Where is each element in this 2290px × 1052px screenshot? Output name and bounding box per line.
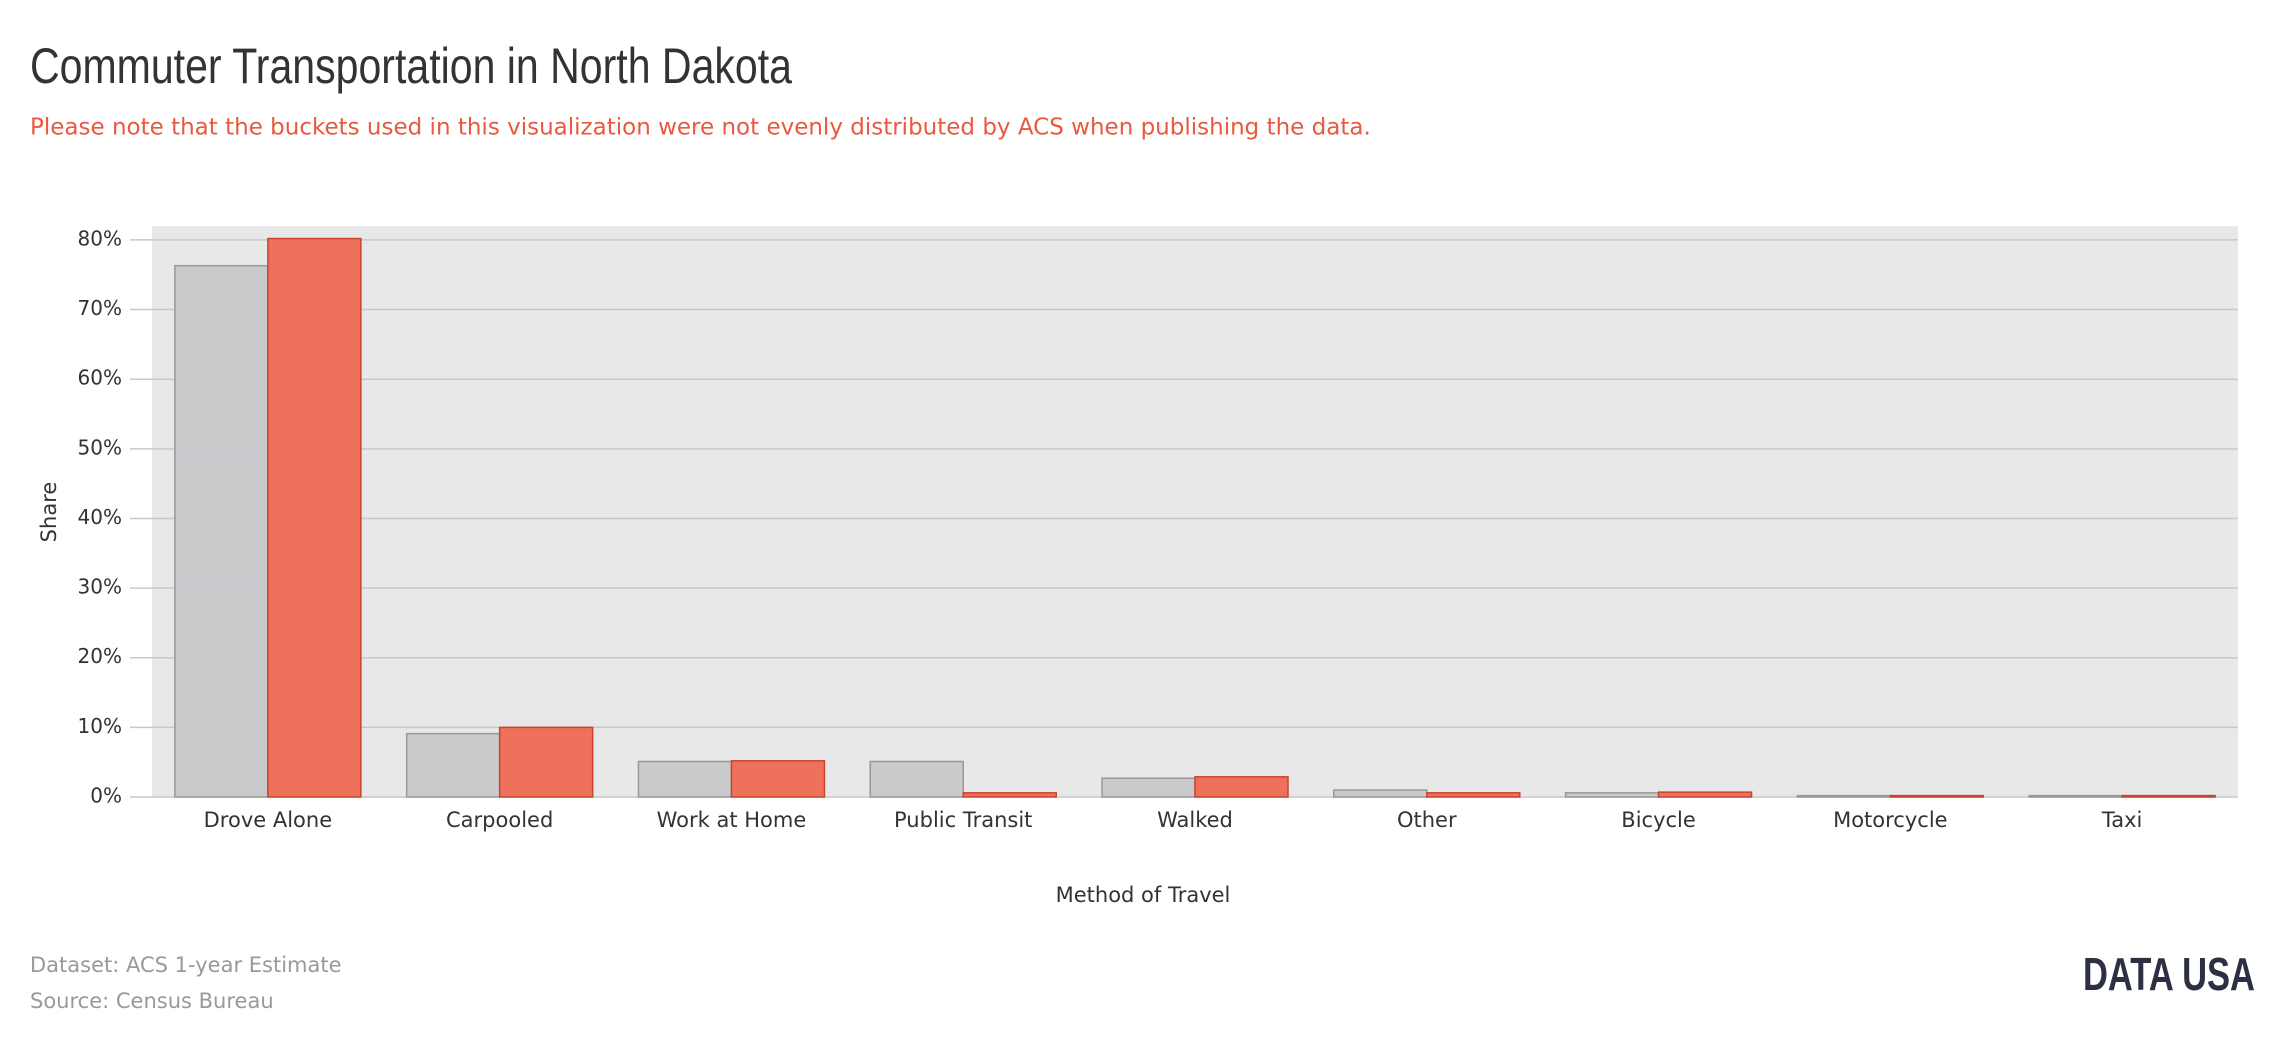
bar xyxy=(1333,789,1428,798)
x-tick-label: Bicycle xyxy=(1621,808,1696,832)
bar xyxy=(1564,792,1660,798)
logo: DATA USA xyxy=(2083,948,2255,1000)
bar xyxy=(405,732,501,798)
x-tick-label: Public Transit xyxy=(894,808,1032,832)
bar xyxy=(1796,794,1892,798)
bar xyxy=(1426,792,1521,798)
y-tick-label: 0% xyxy=(90,784,122,808)
y-axis-title: Share xyxy=(37,482,61,543)
bar xyxy=(2028,794,2123,798)
y-tick-label: 70% xyxy=(78,296,122,320)
y-tick-label: 50% xyxy=(78,435,122,459)
x-tick-label: Motorcycle xyxy=(1833,808,1948,832)
bar xyxy=(2121,794,2216,798)
bar xyxy=(1657,791,1753,798)
bar xyxy=(1889,794,1985,798)
plot: 0% 10% 20% 30% 40% 50% 60% 70% 80% Drove Alone Car… xyxy=(78,226,2238,832)
x-tick-label: Drove Alone xyxy=(204,808,333,832)
x-tick-label: Walked xyxy=(1157,808,1233,832)
bar xyxy=(1194,776,1289,798)
y-tick-label: 80% xyxy=(78,226,122,250)
bar xyxy=(962,792,1057,798)
chart-title: Commuter Transportation in North Dakota xyxy=(30,38,792,94)
x-tick-label: Carpooled xyxy=(446,808,553,832)
y-tick-label: 20% xyxy=(78,644,122,668)
bar xyxy=(637,760,733,798)
bar xyxy=(1101,777,1196,798)
y-tick-label: 60% xyxy=(78,366,122,390)
y-tick-label: 10% xyxy=(78,714,122,738)
x-axis-title: Method of Travel xyxy=(1056,883,1231,907)
x-tick-label: Taxi xyxy=(2101,808,2142,832)
y-tick-label: 40% xyxy=(78,505,122,529)
x-tick-label: Other xyxy=(1397,808,1457,832)
bar xyxy=(174,264,269,798)
y-tick-label: 30% xyxy=(78,575,122,599)
plot-background xyxy=(152,226,2238,797)
bar xyxy=(498,726,594,798)
source-note: Source: Census Bureau xyxy=(30,989,274,1013)
bar xyxy=(267,237,362,798)
x-tick-label: Work at Home xyxy=(657,808,807,832)
chart-subtitle: Please note that the buckets used in thi… xyxy=(30,115,1371,141)
bar xyxy=(730,760,826,798)
dataset-note: Dataset: ACS 1-year Estimate xyxy=(30,953,342,977)
bar xyxy=(869,760,964,798)
